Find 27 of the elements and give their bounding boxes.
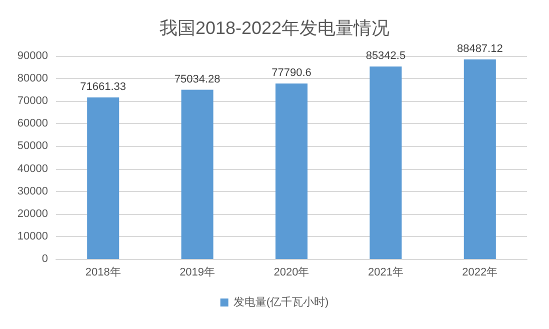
bar <box>275 84 308 259</box>
y-tick-label: 40000 <box>17 162 48 175</box>
x-tick-label: 2018年 <box>85 266 121 278</box>
y-tick-label: 50000 <box>17 140 48 152</box>
bar <box>181 90 214 259</box>
data-label: 77790.6 <box>272 67 312 80</box>
bar <box>464 59 496 259</box>
y-tick-label: 90000 <box>17 50 48 62</box>
data-label: 75034.28 <box>174 73 220 86</box>
y-tick-label: 80000 <box>17 72 48 85</box>
bar <box>370 66 402 259</box>
y-tick-label: 20000 <box>17 208 48 220</box>
legend-label: 发电量(亿千瓦小时) <box>233 296 329 308</box>
y-tick-label: 70000 <box>17 95 48 108</box>
y-tick-label: 0 <box>42 253 48 265</box>
data-label: 71661.33 <box>80 80 126 93</box>
bar <box>87 97 120 259</box>
x-tick-label: 2019年 <box>180 266 216 278</box>
y-tick-label: 30000 <box>17 185 48 198</box>
data-label: 85342.5 <box>366 50 406 62</box>
y-tick-label: 10000 <box>17 230 48 242</box>
y-tick-label: 60000 <box>17 118 48 130</box>
chart-title: 我国2018-2022年发电量情况 <box>159 18 390 38</box>
x-tick-label: 2022年 <box>462 266 498 278</box>
data-label: 88487.12 <box>456 42 503 55</box>
x-tick-label: 2021年 <box>368 266 404 278</box>
x-tick-label: 2020年 <box>274 266 310 278</box>
